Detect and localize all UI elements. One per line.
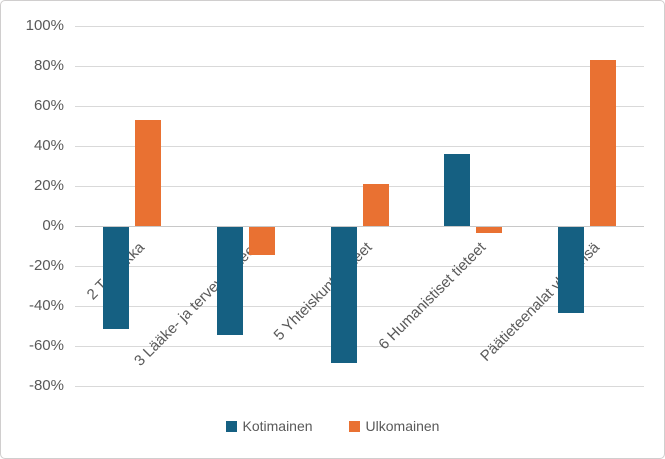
legend-item-kotimainen: Kotimainen: [225, 418, 313, 434]
y-tick-label: 40%: [33, 137, 64, 154]
x-category-label-5-yhteiskuntatieteet: 5 Yhteiskuntatieteet: [270, 239, 376, 344]
bar-kotimainen-5-yhteiskuntatieteet: [331, 227, 357, 363]
gridline: [75, 346, 644, 347]
bar-kotimainen-6-humanistiset-tieteet: [444, 154, 470, 226]
gridline: [75, 26, 644, 27]
bar-kotimainen-2-tekniikka: [103, 227, 129, 329]
gridline: [75, 106, 644, 107]
y-tick-label: -60%: [28, 337, 64, 354]
bar-ulkomainen-6-humanistiset-tieteet: [476, 227, 502, 233]
bar-kotimainen-3-l-ke-ja-terveystieteet: [217, 227, 243, 335]
y-tick-label: 60%: [33, 97, 64, 114]
y-tick-label: -20%: [28, 257, 64, 274]
bar-ulkomainen-2-tekniikka: [135, 120, 161, 226]
legend: Kotimainen Ulkomainen: [1, 418, 664, 434]
bar-kotimainen-p-tieteenalat-yhteens: [558, 227, 584, 313]
y-tick-label: 80%: [33, 57, 64, 74]
x-category-label-6-humanistiset-tieteet: 6 Humanistiset tieteet: [375, 239, 490, 354]
gridline: [75, 386, 644, 387]
gridline: [75, 66, 644, 67]
legend-swatch-ulkomainen: [348, 420, 360, 432]
gridline: [75, 306, 644, 307]
gridline: [75, 266, 644, 267]
bar-ulkomainen-3-l-ke-ja-terveystieteet: [249, 227, 275, 255]
y-tick-label: -40%: [28, 297, 64, 314]
bar-ulkomainen-p-tieteenalat-yhteens: [590, 60, 616, 226]
y-tick-label: -80%: [28, 377, 64, 394]
x-axis-line: [75, 226, 644, 227]
legend-label-kotimainen: Kotimainen: [242, 418, 313, 434]
y-tick-label: 100%: [25, 17, 64, 34]
legend-label-ulkomainen: Ulkomainen: [365, 418, 440, 434]
legend-item-ulkomainen: Ulkomainen: [348, 418, 440, 434]
legend-swatch-kotimainen: [225, 420, 237, 432]
gridline: [75, 186, 644, 187]
y-tick-label: 0%: [42, 217, 64, 234]
gridline: [75, 146, 644, 147]
bar-ulkomainen-5-yhteiskuntatieteet: [363, 184, 389, 226]
y-tick-label: 20%: [33, 177, 64, 194]
